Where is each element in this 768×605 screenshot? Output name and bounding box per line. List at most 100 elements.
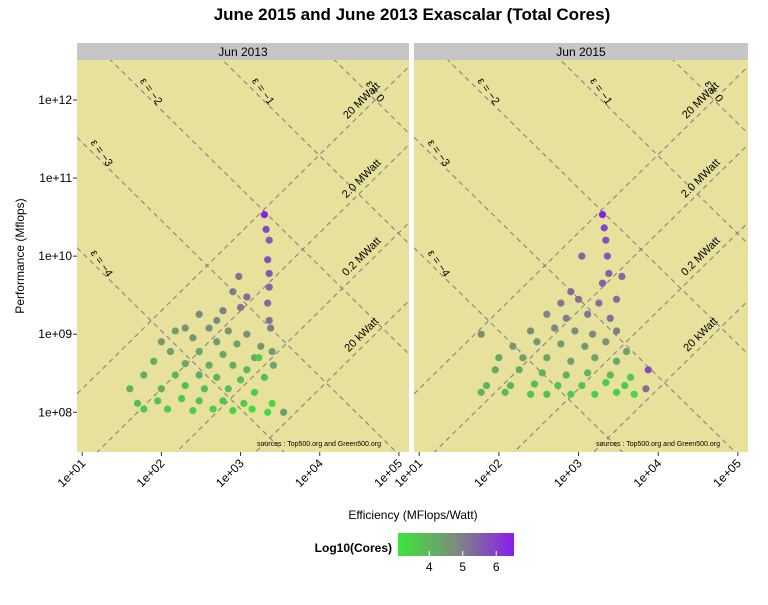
point [280,408,288,416]
point [477,388,485,396]
point [219,350,227,359]
reference-lines [414,60,748,452]
point [255,354,263,362]
point [584,310,592,318]
point [602,378,610,387]
point [578,252,586,260]
x-tick-label: 1e+05 [710,456,744,490]
point [598,211,607,219]
power-line [513,222,748,452]
point [595,299,603,307]
point [530,380,539,388]
power-line [414,66,748,395]
y-tick-label: 1e+10 [38,249,72,263]
point [195,347,203,356]
point [209,405,217,413]
point [171,327,179,335]
point [519,354,527,362]
point [554,381,562,390]
point [164,405,172,413]
point [243,330,251,338]
point [219,307,227,315]
x-tick-label: 1e+03 [213,456,247,490]
point [219,397,227,405]
point [567,288,575,296]
point [618,272,626,280]
power-line [77,66,409,395]
point [591,354,599,362]
x-axis-label: Efficiency (MFlops/Watt) [348,508,477,522]
point [606,314,614,322]
point [562,371,570,379]
point [195,310,203,318]
point [177,394,186,403]
point [205,361,213,369]
point [606,371,614,379]
point [501,388,509,396]
point [257,342,265,350]
y-tick-label: 1e+12 [38,93,72,107]
legend-tick-label: 5 [459,560,466,574]
point [495,354,503,362]
point [506,381,515,390]
point [250,388,259,396]
point [262,225,270,233]
point [236,303,245,312]
point [543,390,551,398]
exascalar-line [109,60,409,355]
point [195,397,203,405]
exascalar-line [559,60,748,245]
point [195,371,203,379]
point [622,347,631,356]
point [477,330,485,338]
point [538,369,546,377]
x-tick-label: 1e+03 [551,456,585,490]
point [588,330,597,338]
point [533,338,541,346]
point [157,338,165,346]
point [233,340,241,348]
point [268,347,276,356]
point [526,327,535,335]
point [260,373,268,381]
power-line [433,144,748,452]
point [557,340,565,348]
point [550,324,559,332]
source-note: sources : Top500.org and Green500.org [596,441,720,448]
y-tick-label: 1e+11 [39,171,72,185]
point [581,342,589,350]
point [157,385,165,393]
y-tick-label: 1e+08 [38,405,72,419]
point [515,366,523,374]
point [509,342,517,350]
point [140,405,148,413]
point [574,295,583,303]
point [630,390,638,398]
exascalar-line [447,60,748,355]
legend-colorbar [398,533,514,556]
point [264,256,272,264]
point [264,299,272,307]
point [591,390,599,398]
x-tick-label: 1e+04 [631,456,665,490]
x-tick-label: 1e+02 [134,456,168,490]
exascalar-line [672,60,748,134]
point [240,399,248,407]
exascalar-line [414,136,736,452]
point [491,366,499,374]
point [265,269,273,278]
point [543,310,551,318]
panel-title: Jun 2015 [556,45,606,59]
point [578,381,586,390]
point [224,385,232,393]
point [621,381,629,390]
point [526,390,535,398]
point [567,357,575,365]
legend-tick-label: 6 [493,560,500,574]
point [642,385,650,393]
chart-title: June 2015 and June 2013 Exascalar (Total… [214,5,611,24]
point [600,224,608,232]
point [181,360,189,368]
point [229,361,237,369]
